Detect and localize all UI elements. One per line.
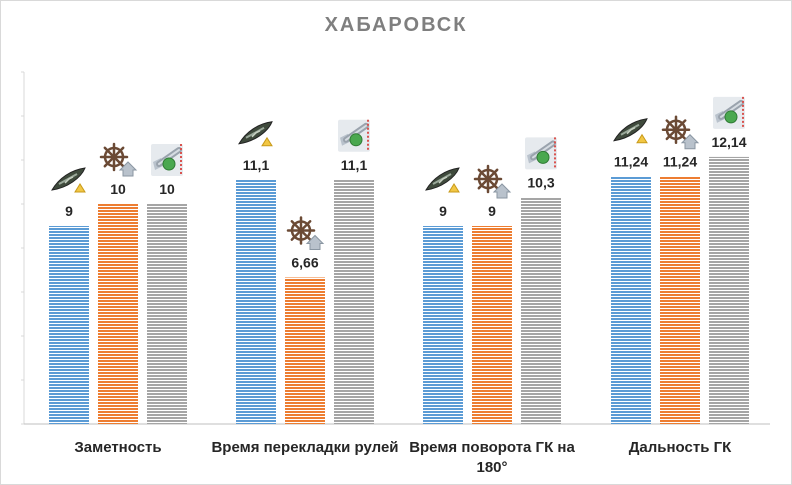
data-label: 9 [65, 203, 73, 219]
bar [423, 226, 463, 424]
data-label: 11,24 [614, 154, 648, 170]
bar [98, 204, 138, 424]
data-label: 12,14 [711, 134, 746, 150]
ship-camouflage-icon [425, 167, 460, 193]
bar [285, 277, 325, 424]
ship-wheel-upgrade-icon [286, 216, 325, 250]
ship-wheel-upgrade-icon [99, 142, 138, 177]
x-tick-label: Время поворота ГК на 180° [409, 439, 575, 476]
data-label: 11,24 [663, 154, 697, 170]
turret-upgrade-icon [151, 144, 183, 176]
data-label: 10 [110, 181, 126, 197]
bar [334, 179, 374, 424]
data-label: 10 [159, 181, 175, 197]
bar [521, 197, 561, 424]
ship-camouflage-icon [238, 121, 273, 147]
ship-camouflage-icon [613, 118, 648, 144]
ship-wheel-upgrade-icon [661, 115, 700, 150]
turret-upgrade-icon [525, 137, 557, 170]
x-tick-label: Заметность [74, 439, 162, 456]
x-tick-label: Время перекладки рулей [211, 439, 399, 456]
bar [472, 226, 512, 424]
chart-title: ХАБАРОВСК [324, 14, 468, 36]
ship-wheel-upgrade-icon [473, 164, 512, 199]
bar [236, 179, 276, 424]
bar [660, 176, 700, 424]
bar [147, 204, 187, 424]
data-label: 6,66 [291, 254, 318, 270]
x-tick-label: Дальность ГК [628, 439, 732, 456]
data-label: 11,1 [341, 157, 368, 173]
turret-upgrade-icon [338, 119, 370, 152]
data-label: 9 [488, 203, 496, 219]
data-label: 11,1 [243, 157, 270, 173]
turret-upgrade-icon [713, 96, 745, 129]
data-label: 9 [439, 203, 447, 219]
bar [49, 226, 89, 424]
bar [611, 176, 651, 424]
ship-camouflage-icon [51, 167, 86, 193]
data-label: 10,3 [527, 174, 554, 190]
bar [709, 156, 749, 425]
